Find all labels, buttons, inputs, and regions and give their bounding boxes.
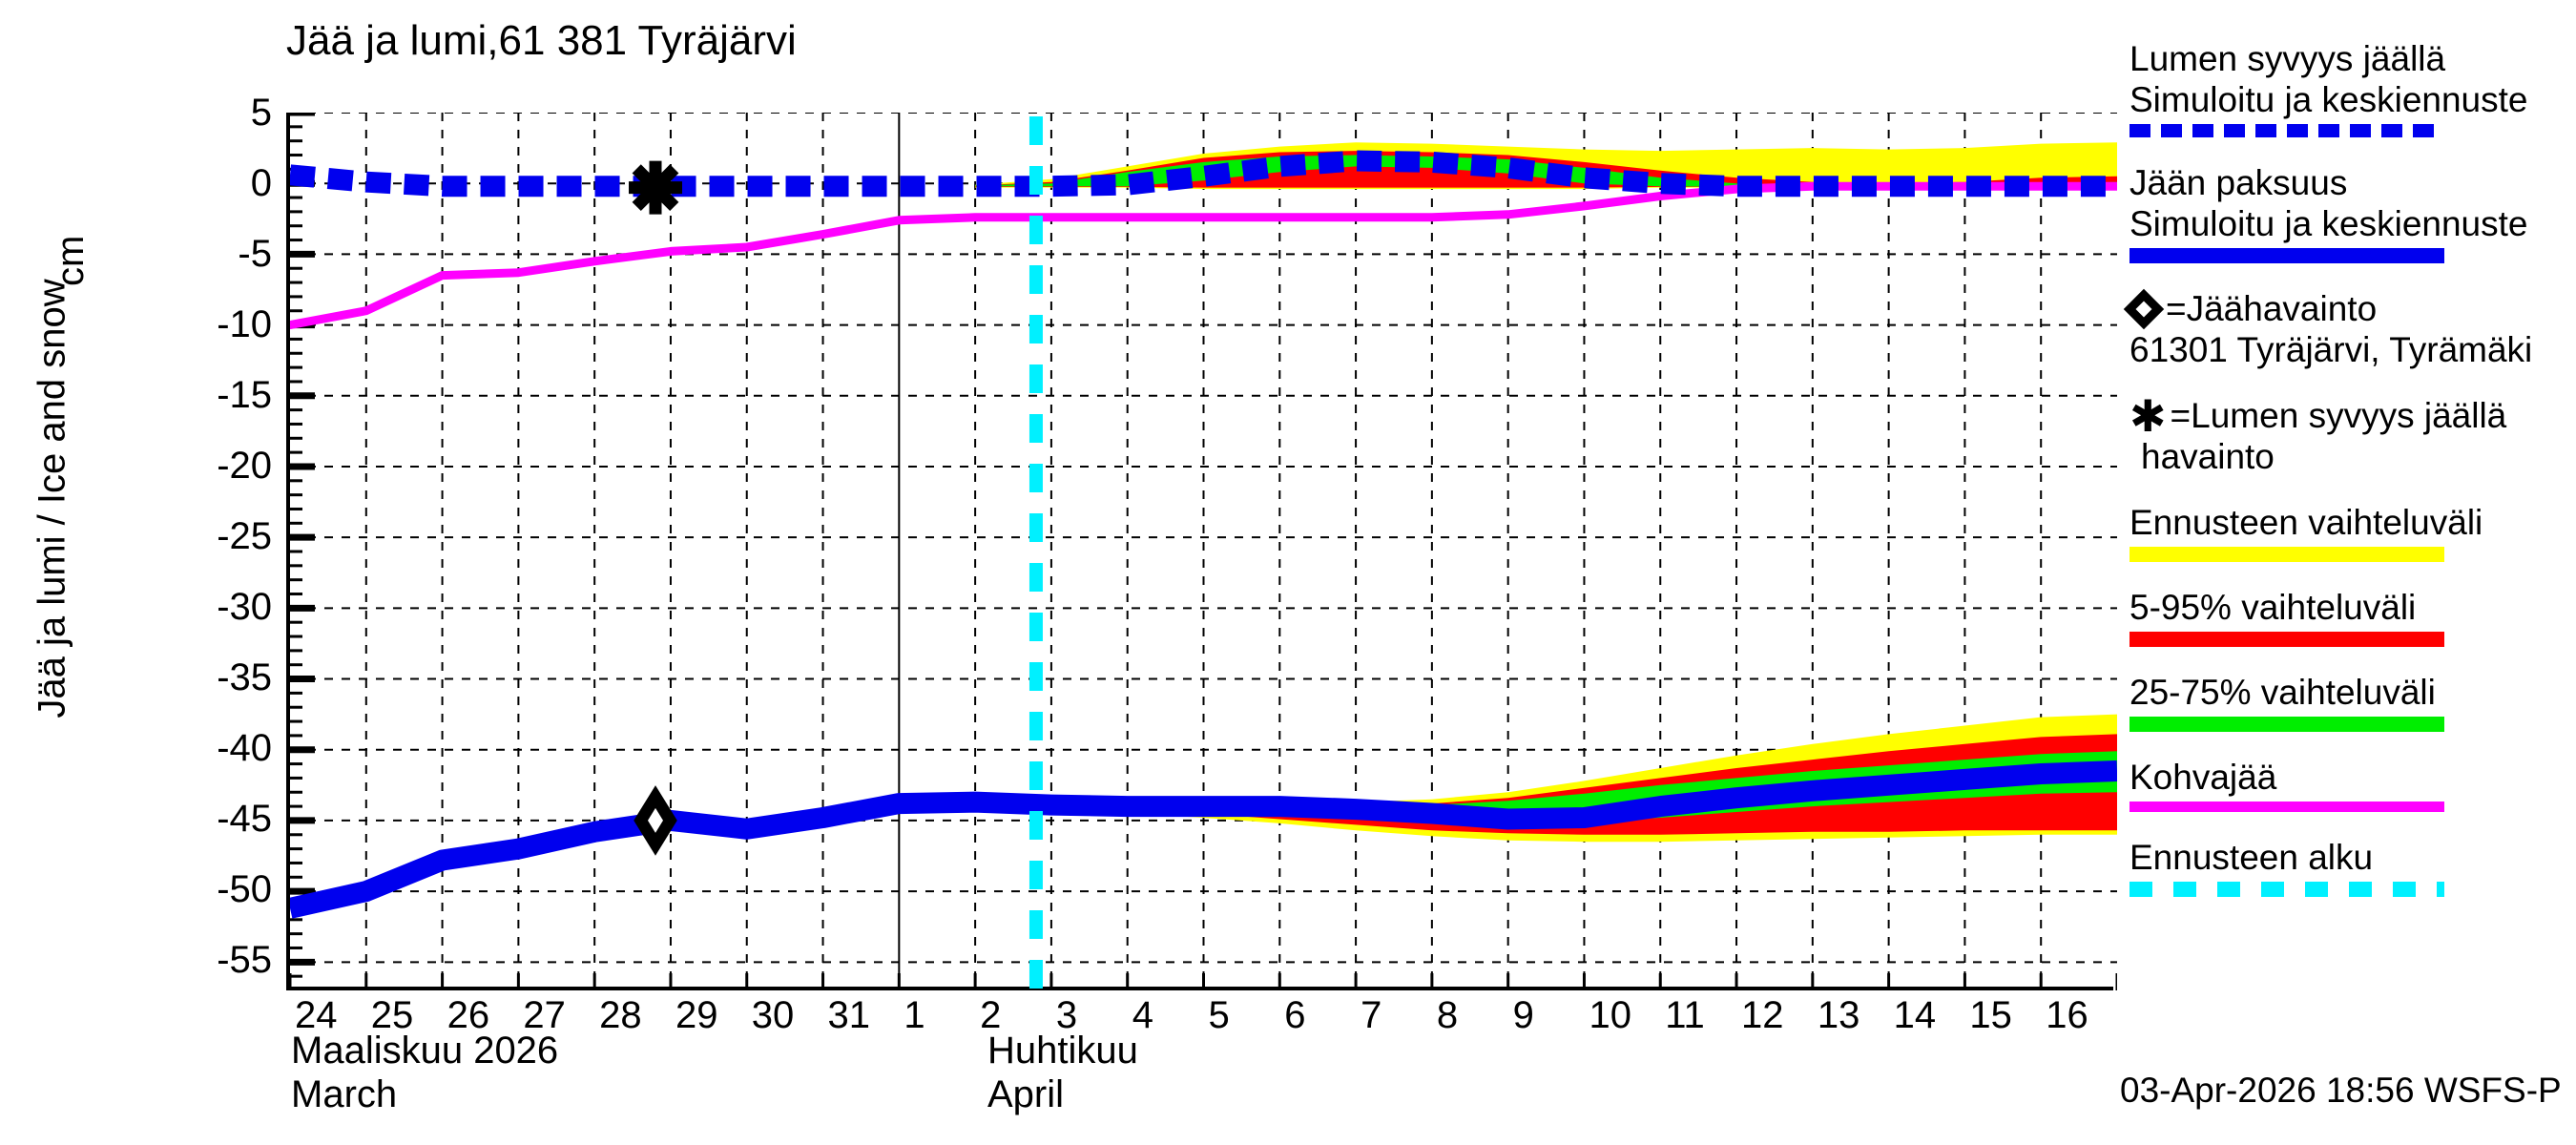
x-tick-29: 29 <box>675 994 718 1036</box>
page-title: Jää ja lumi,61 381 Tyräjärvi <box>286 17 797 64</box>
grid-lines <box>290 113 2117 990</box>
uncertainty-bands <box>975 142 2117 843</box>
observation-asterisk-icon <box>629 160 682 215</box>
y-tick-m55: -55 <box>217 939 272 981</box>
chart-canvas <box>290 113 2117 990</box>
y-tick-m5: -5 <box>238 233 272 275</box>
month-label-march-fi: Maaliskuu 2026 <box>291 1030 559 1072</box>
legend-label-ice-thickness-title: Jään paksuus <box>2129 163 2348 202</box>
y-tick-m45: -45 <box>217 798 272 840</box>
y-tick-5: 5 <box>250 92 272 134</box>
series-ice-thickness <box>290 760 2117 919</box>
x-tick-8: 8 <box>1436 994 1459 1036</box>
legend-label-ice-observation-title: =Jäähavainto <box>2166 289 2378 328</box>
x-tick-31: 31 <box>827 994 871 1036</box>
diamond-icon <box>2123 288 2165 329</box>
x-tick-28: 28 <box>599 994 642 1036</box>
month-label-april-fi: Huhtikuu <box>987 1030 1138 1072</box>
legend-swatch-snow-depth <box>2129 124 2444 137</box>
legend-label-forecast-range: Ennusteen vaihteluväli <box>2129 503 2483 542</box>
x-tick-3: 3 <box>1055 994 1078 1036</box>
month-label-april: Huhtikuu April <box>987 1029 1138 1116</box>
x-tick-24: 24 <box>295 994 338 1036</box>
x-tick-14: 14 <box>1893 994 1937 1036</box>
legend-item-range-25-75: 25-75% vaihteluväli <box>2129 672 2576 732</box>
legend-label-ice-observation-station: 61301 Tyräjärvi, Tyrämäki <box>2129 330 2533 369</box>
y-tick-m35: -35 <box>217 656 272 698</box>
asterisk-icon: ✱ <box>2129 390 2167 441</box>
x-tick-26: 26 <box>447 994 490 1036</box>
legend-label-range-5-95: 5-95% vaihteluväli <box>2129 588 2417 627</box>
legend-label-snow-depth-subtitle: Simuloitu ja keskiennuste <box>2129 80 2528 119</box>
legend-swatch-forecast-range <box>2129 547 2444 562</box>
legend-spacer-3 <box>2129 374 2576 395</box>
legend-spacer-7 <box>2129 736 2576 757</box>
y-tick-m10: -10 <box>217 303 272 345</box>
legend-label-snow-observation-subtitle: havainto <box>2141 437 2275 476</box>
series-kohvajaa <box>290 181 2117 330</box>
y-tick-m50: -50 <box>217 868 272 910</box>
legend-item-forecast-range: Ennusteen vaihteluväli <box>2129 502 2576 562</box>
x-tick-16: 16 <box>2046 994 2088 1036</box>
x-tick-5: 5 <box>1208 994 1230 1036</box>
x-tick-25: 25 <box>370 994 414 1036</box>
x-tick-13: 13 <box>1817 994 1860 1036</box>
month-label-april-en: April <box>987 1073 1065 1115</box>
legend-swatch-ice-thickness <box>2129 248 2444 263</box>
month-label-march-en: March <box>291 1073 398 1115</box>
plot-area <box>286 113 2117 990</box>
legend-item-forecast-start: Ennusteen alku <box>2129 837 2576 897</box>
x-tick-6: 6 <box>1284 994 1306 1036</box>
observation-diamond-inner <box>648 807 663 833</box>
legend-label-ice-thickness-subtitle: Simuloitu ja keskiennuste <box>2129 204 2528 243</box>
legend-item-snow-observation: ✱ =Lumen syvyys jäällä havainto <box>2129 390 2576 477</box>
legend: Lumen syvyys jäällä Simuloitu ja keskien… <box>2123 38 2576 901</box>
x-tick-1: 1 <box>904 994 925 1036</box>
y-tick-m30: -30 <box>217 586 272 628</box>
legend-label-forecast-start: Ennusteen alku <box>2129 838 2374 877</box>
y-tick-m25: -25 <box>217 515 272 557</box>
x-tick-7: 7 <box>1361 994 1382 1036</box>
legend-spacer-5 <box>2129 566 2576 587</box>
x-tick-10: 10 <box>1589 994 1631 1036</box>
legend-swatch-range-5-95 <box>2129 632 2444 647</box>
legend-spacer-6 <box>2129 651 2576 672</box>
legend-spacer-1 <box>2129 141 2576 162</box>
legend-item-snow-depth: Lumen syvyys jäällä Simuloitu ja keskien… <box>2129 38 2576 137</box>
legend-marker-snow-observation: ✱ =Lumen syvyys jäällä <box>2129 390 2576 441</box>
y-axis-title: Jää ja lumi / Ice and snow <box>31 279 73 718</box>
y-tick-m15: -15 <box>217 374 272 416</box>
x-tick-27: 27 <box>523 994 566 1036</box>
x-tick-12: 12 <box>1741 994 1784 1036</box>
y-tick-m20: -20 <box>217 445 272 487</box>
legend-label-slush-ice: Kohvajää <box>2129 758 2277 797</box>
legend-swatch-range-25-75 <box>2129 717 2444 732</box>
legend-label-snow-observation-title: =Lumen syvyys jäällä <box>2170 396 2507 435</box>
data-series <box>290 150 2117 919</box>
legend-item-range-5-95: 5-95% vaihteluväli <box>2129 587 2576 647</box>
x-tick-11: 11 <box>1665 994 1705 1036</box>
legend-marker-ice-observation: =Jäähavainto <box>2123 288 2576 329</box>
x-tick-9: 9 <box>1512 994 1534 1036</box>
legend-swatch-slush-ice <box>2129 802 2444 812</box>
legend-spacer-8 <box>2129 816 2576 837</box>
legend-spacer-2 <box>2129 267 2576 288</box>
month-label-march: Maaliskuu 2026 March <box>291 1029 558 1116</box>
legend-item-slush-ice: Kohvajää <box>2129 757 2576 812</box>
x-tick-15: 15 <box>1969 994 2012 1036</box>
legend-spacer-4 <box>2129 481 2576 502</box>
x-tick-4: 4 <box>1132 994 1153 1036</box>
x-tick-2: 2 <box>980 994 1002 1036</box>
legend-label-range-25-75: 25-75% vaihteluväli <box>2129 673 2436 712</box>
x-tick-30: 30 <box>751 994 795 1036</box>
legend-label-snow-depth-title: Lumen syvyys jäällä <box>2129 39 2446 78</box>
legend-swatch-forecast-start <box>2129 882 2444 897</box>
timestamp-footer: 03-Apr-2026 18:56 WSFS-P <box>2120 1071 2562 1110</box>
y-tick-0: 0 <box>250 162 272 204</box>
legend-item-ice-observation: =Jäähavainto 61301 Tyräjärvi, Tyrämäki <box>2123 288 2576 370</box>
observations <box>629 160 682 856</box>
legend-item-ice-thickness: Jään paksuus Simuloitu ja keskiennuste <box>2129 162 2576 263</box>
y-tick-m40: -40 <box>217 727 272 769</box>
